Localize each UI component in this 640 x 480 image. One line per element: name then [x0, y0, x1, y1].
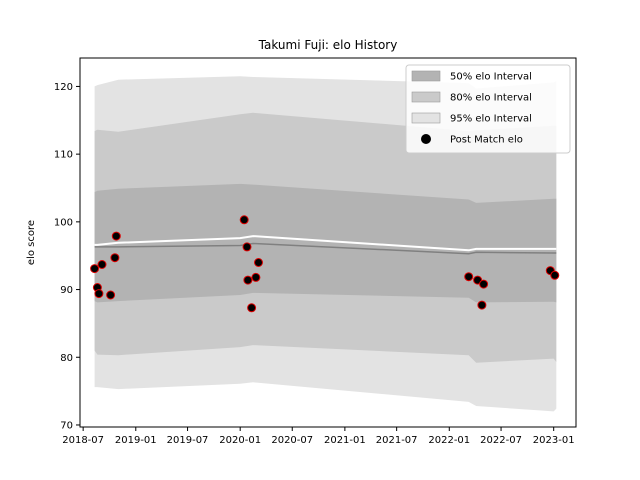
post-match-point — [254, 258, 263, 267]
legend-label-50-elo-interval: 50% elo Interval — [450, 72, 532, 83]
x-tick-label: 2019-07 — [167, 435, 209, 446]
mean-lines — [94, 235, 557, 255]
x-tick-label: 2020-01 — [219, 435, 261, 446]
legend-marker-post-match-elo — [421, 134, 431, 144]
x-axis: 2018-07 2019-01 2019-07 2020-01 2020-07 2021-… — [62, 427, 575, 446]
post-match-point — [243, 275, 253, 285]
legend-label-95-elo-interval: 95% elo Interval — [450, 114, 532, 125]
post-match-point — [111, 231, 121, 241]
post-match-point — [106, 290, 116, 300]
post-match-point — [247, 303, 257, 313]
x-tick-label: 2022-07 — [480, 435, 522, 446]
y-tick-label: 120 — [54, 82, 73, 93]
x-tick-label: 2021-07 — [376, 435, 418, 446]
y-tick-label: 100 — [54, 217, 73, 228]
legend-label-post-match-elo: Post Match elo — [450, 135, 523, 146]
y-axis-title: elo score — [26, 220, 37, 265]
legend: 50% elo Interval 80% elo Interval 95% elo … — [405, 64, 571, 154]
legend-swatch-50-elo-interval — [411, 70, 441, 82]
plot-frame — [79, 57, 577, 428]
y-tick-label: 110 — [54, 150, 73, 161]
chart-title: Takumi Fuji: elo History — [258, 38, 398, 52]
y-axis: 70 80 90 100 110 120 — [54, 82, 80, 431]
y-tick-label: 90 — [60, 285, 73, 296]
post-match-point — [239, 215, 249, 225]
legend-box — [405, 64, 571, 154]
y-tick-label: 70 — [60, 420, 73, 431]
post-match-point — [477, 300, 487, 310]
x-tick-label: 2019-01 — [115, 435, 157, 446]
x-tick-label: 2018-07 — [62, 435, 104, 446]
post-match-point — [550, 270, 560, 280]
band-50-elo-interval — [94, 183, 557, 303]
post-match-point — [110, 253, 120, 263]
interval-bands — [94, 76, 557, 412]
post-match-point — [479, 279, 489, 289]
x-tick-label: 2020-07 — [271, 435, 313, 446]
post-match-point — [251, 272, 261, 282]
mean-upper-line — [94, 235, 557, 252]
x-tick-label: 2022-01 — [428, 435, 470, 446]
x-tick-label: 2023-01 — [533, 435, 575, 446]
post-match-point — [464, 272, 474, 282]
mean-line — [94, 242, 557, 255]
legend-swatch-80-elo-interval — [411, 91, 441, 103]
post-match-points — [90, 215, 560, 313]
post-match-point — [94, 289, 104, 299]
y-tick-label: 80 — [60, 353, 73, 364]
post-match-point — [242, 242, 252, 252]
x-tick-label: 2021-01 — [324, 435, 366, 446]
post-match-point — [90, 264, 100, 274]
post-match-point — [97, 260, 107, 269]
legend-swatch-95-elo-interval — [411, 112, 441, 124]
legend-label-80-elo-interval: 80% elo Interval — [450, 93, 532, 104]
